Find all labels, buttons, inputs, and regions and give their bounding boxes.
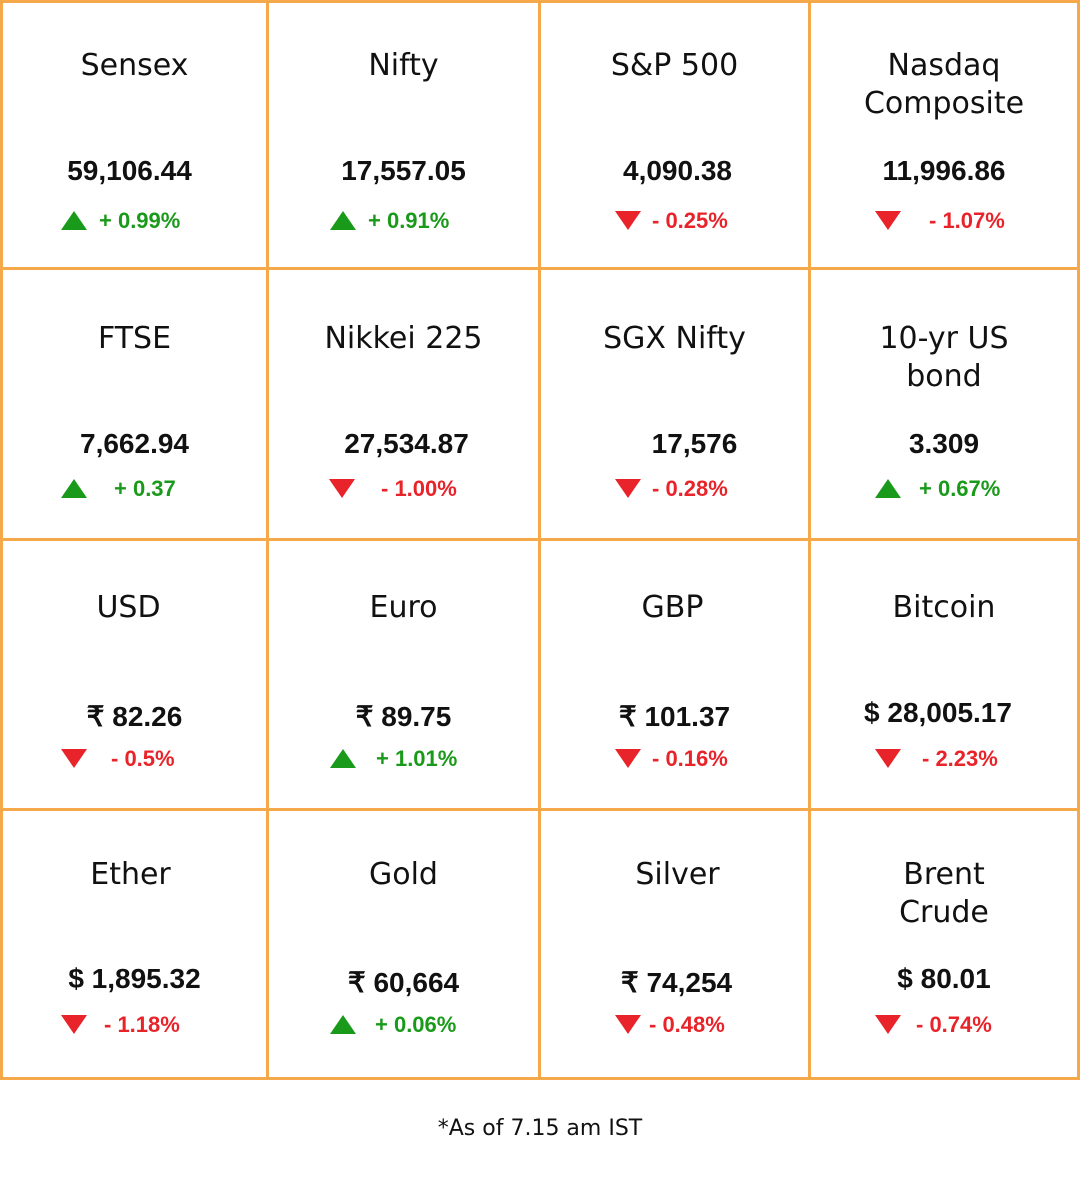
triangle-down-icon [615,211,641,230]
tile-name: Nasdaq Composite [863,48,1025,121]
tile-change-text: - 0.48% [649,1012,725,1037]
tile-change-text: - 2.23% [922,746,998,771]
triangle-down-icon [329,479,355,498]
tile-nifty: Nifty 17,557.05 + 0.91% [269,3,541,270]
triangle-up-icon [330,749,356,768]
triangle-up-icon [330,1015,356,1034]
triangle-down-icon [61,749,87,768]
tile-change: + 0.37 [3,475,266,503]
tile-us-bond: 10-yr US bond 3.309 + 0.67% [811,270,1077,541]
tile-name: Silver [635,857,720,892]
tile-change: + 1.01% [269,745,538,773]
tile-change: - 0.74% [811,1011,1077,1039]
tile-silver: Silver ₹ 74,254 - 0.48% [541,811,811,1077]
tile-sensex: Sensex 59,106.44 + 0.99% [3,3,269,270]
tile-change-text: + 0.91% [368,208,450,233]
tile-gold: Gold ₹ 60,664 + 0.06% [269,811,541,1077]
tile-ftse: FTSE 7,662.94 + 0.37 [3,270,269,541]
tile-euro: Euro ₹ 89.75 + 1.01% [269,541,541,811]
tile-name: SGX Nifty [603,321,746,356]
tile-change: - 0.28% [541,475,808,503]
tile-change: - 0.25% [541,207,808,235]
tile-change: - 1.00% [269,475,538,503]
tile-name: Nifty [368,48,439,83]
tile-change-text: - 1.07% [929,208,1005,233]
triangle-down-icon [875,1015,901,1034]
tile-name: GBP [641,590,704,625]
triangle-down-icon [615,479,641,498]
tile-sgx-nifty: SGX Nifty 17,576 - 0.28% [541,270,811,541]
tile-change: + 0.67% [811,475,1077,503]
tile-name: 10-yr US bond [879,321,1009,394]
tile-name: FTSE [97,321,172,356]
tile-value: $ 28,005.17 [864,697,1012,728]
triangle-up-icon [61,479,87,498]
triangle-down-icon [61,1015,87,1034]
tile-name: Euro [369,590,438,625]
tile-value: 3.309 [908,428,980,459]
tile-change: - 0.48% [541,1011,808,1039]
tile-value: ₹ 89.75 [355,701,452,732]
tile-change-text: - 0.28% [652,476,728,501]
triangle-down-icon [615,749,641,768]
tile-gbp: GBP ₹ 101.37 - 0.16% [541,541,811,811]
tile-value: ₹ 60,664 [347,967,460,998]
tile-change-text: - 0.74% [916,1012,992,1037]
tile-value: 7,662.94 [80,428,189,459]
tile-change-text: + 0.37 [114,476,176,501]
tile-change-text: - 0.5% [111,746,175,771]
tile-change-text: + 0.67% [919,476,1001,501]
market-grid: Sensex 59,106.44 + 0.99% Nifty 17,557.05… [0,0,1080,1080]
tile-nasdaq: Nasdaq Composite 11,996.86 - 1.07% [811,3,1077,270]
tile-value: ₹ 74,254 [620,967,733,998]
tile-change: - 0.16% [541,745,808,773]
tile-value: 59,106.44 [67,155,192,186]
tile-value: 17,576 [651,428,738,459]
tile-ether: Ether $ 1,895.32 - 1.18% [3,811,269,1077]
tile-value: 11,996.86 [882,155,1006,186]
tile-change: - 1.18% [3,1011,266,1039]
tile-change: + 0.06% [269,1011,538,1039]
tile-change: - 2.23% [811,745,1077,773]
tile-change: + 0.91% [269,207,538,235]
tile-value: 4,090.38 [623,155,732,186]
tile-value: ₹ 101.37 [618,701,731,732]
tile-name: Ether [90,857,171,892]
tile-change-text: - 1.00% [381,476,457,501]
triangle-up-icon [61,211,87,230]
tile-change: - 1.07% [811,207,1077,235]
triangle-down-icon [875,749,901,768]
tile-change-text: + 1.01% [376,746,458,771]
triangle-down-icon [615,1015,641,1034]
tile-name: Gold [369,857,438,892]
tile-nikkei: Nikkei 225 27,534.87 - 1.00% [269,270,541,541]
tile-change: - 0.5% [3,745,266,773]
tile-brent-crude: Brent Crude $ 80.01 - 0.74% [811,811,1077,1077]
tile-sp500: S&P 500 4,090.38 - 0.25% [541,3,811,270]
triangle-down-icon [875,211,901,230]
tile-name: Bitcoin [892,590,996,625]
tile-name: USD [96,590,161,625]
tile-name: S&P 500 [610,48,739,83]
tile-name: Sensex [80,48,189,83]
tile-value: 17,557.05 [341,155,466,186]
tile-value: 27,534.87 [344,428,469,459]
tile-change-text: - 1.18% [104,1012,180,1037]
tile-change-text: + 0.99% [99,208,181,233]
tile-value: ₹ 82.26 [86,701,183,732]
tile-value: $ 1,895.32 [68,963,201,994]
triangle-up-icon [330,211,356,230]
tile-name: Nikkei 225 [324,321,483,356]
triangle-up-icon [875,479,901,498]
tile-change-text: - 0.25% [652,208,728,233]
footnote: *As of 7.15 am IST [437,1116,643,1141]
tile-change: + 0.99% [3,207,266,235]
tile-change-text: - 0.16% [652,746,728,771]
tile-change-text: + 0.06% [375,1012,457,1037]
tile-name: Brent Crude [899,857,989,930]
tile-usd: USD ₹ 82.26 - 0.5% [3,541,269,811]
tile-bitcoin: Bitcoin $ 28,005.17 - 2.23% [811,541,1077,811]
tile-value: $ 80.01 [897,963,991,994]
